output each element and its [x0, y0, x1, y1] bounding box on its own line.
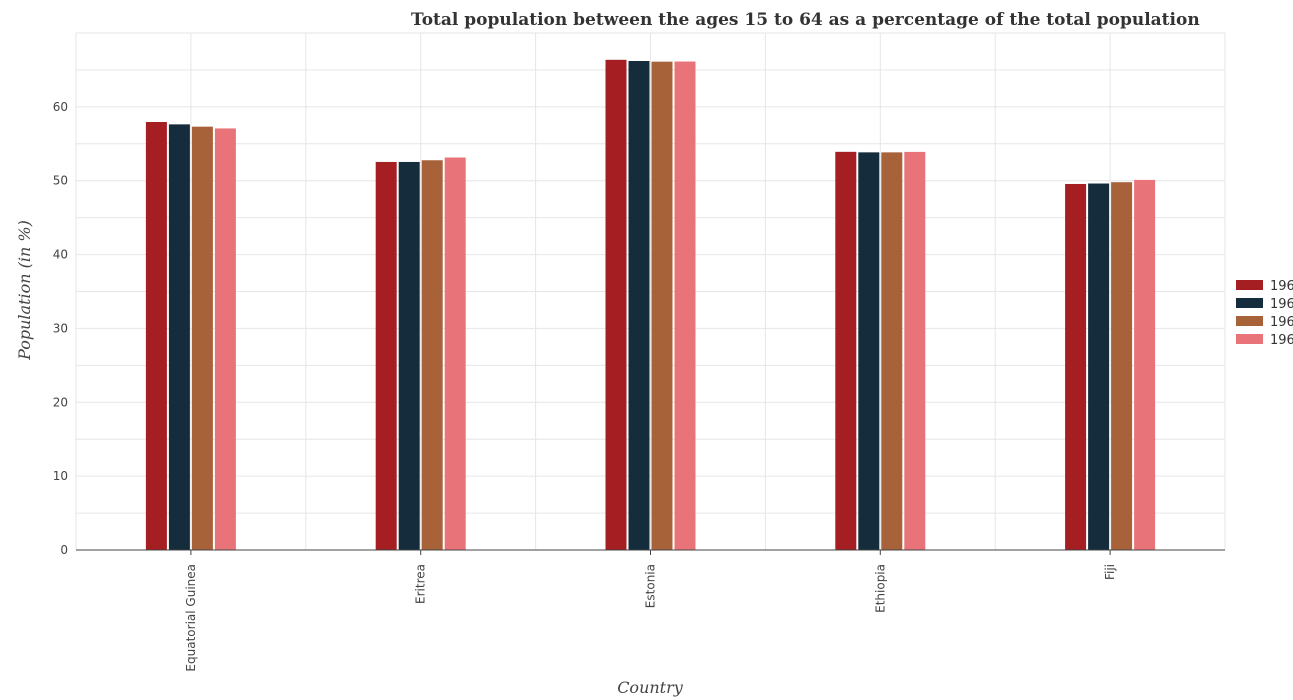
bar: [629, 61, 650, 550]
bar: [169, 124, 190, 550]
bar: [606, 60, 627, 550]
bar: [215, 128, 236, 550]
legend-swatch: [1236, 280, 1263, 290]
chart-title: Total population between the ages 15 to …: [411, 10, 1200, 30]
bar: [858, 152, 879, 550]
bar: [399, 162, 420, 550]
bar: [422, 160, 443, 550]
y-tick-label: 30: [53, 321, 68, 335]
legend-label: 1962: [1270, 315, 1293, 330]
y-axis-label: Population (in %): [15, 220, 34, 361]
legend-swatch: [1236, 298, 1263, 308]
bar: [445, 158, 466, 550]
x-axis-ticks: Equatorial Guinea Eritrea Estonia Ethiopia F…: [184, 550, 1117, 672]
legend-swatch: [1236, 334, 1263, 344]
legend-label: 1963: [1270, 333, 1293, 348]
x-tick-label: Fiji: [1103, 564, 1117, 580]
bar: [192, 127, 213, 550]
bar: [835, 152, 856, 550]
bar: [1065, 184, 1086, 550]
bar: [376, 162, 397, 550]
x-tick-label: Equatorial Guinea: [184, 564, 198, 672]
bar: [652, 62, 673, 550]
x-tick-label: Estonia: [644, 564, 658, 608]
x-axis-label: Country: [617, 678, 684, 697]
bar: [675, 62, 696, 550]
y-tick-label: 50: [53, 174, 68, 188]
bar: [1111, 182, 1132, 550]
legend-label: 1960: [1270, 279, 1293, 294]
bar: [146, 122, 167, 550]
y-axis-ticks: 0 10 20 30 40 50 60: [53, 100, 68, 557]
x-tick-label: Ethiopia: [873, 564, 887, 613]
x-tick-label: Eritrea: [414, 564, 428, 604]
bar: [904, 152, 925, 550]
y-tick-label: 40: [53, 248, 68, 262]
y-tick-label: 10: [53, 469, 68, 483]
bar: [1088, 184, 1109, 550]
bar: [881, 152, 902, 550]
legend-swatch: [1236, 316, 1263, 326]
bar: [1134, 180, 1155, 550]
y-tick-label: 0: [60, 543, 68, 557]
y-tick-label: 60: [53, 100, 68, 114]
y-tick-label: 20: [53, 395, 68, 409]
